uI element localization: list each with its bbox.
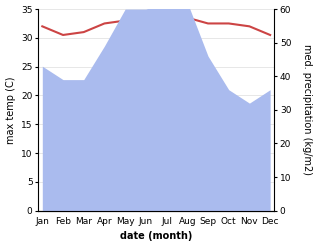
Y-axis label: med. precipitation (kg/m2): med. precipitation (kg/m2) [302, 44, 313, 175]
Y-axis label: max temp (C): max temp (C) [5, 76, 16, 144]
X-axis label: date (month): date (month) [120, 231, 192, 242]
